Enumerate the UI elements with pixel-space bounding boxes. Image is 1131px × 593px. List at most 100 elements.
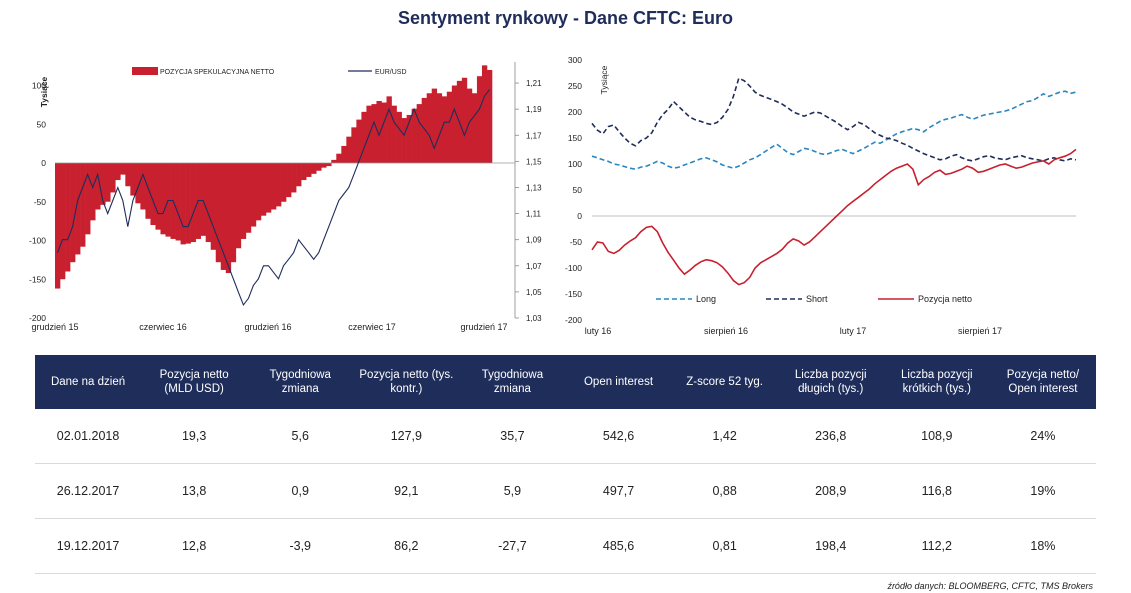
table-cell: 0,88 <box>671 463 778 519</box>
table-header-cell: Dane na dzień <box>35 355 142 409</box>
y2-tick-label: 1,13 <box>526 183 542 192</box>
table-header-cell: Pozycja netto (MLD USD) <box>141 355 248 409</box>
y2-tick-label: 1,07 <box>526 262 542 271</box>
bar <box>240 163 247 239</box>
bar <box>230 163 237 263</box>
table-cell: -27,7 <box>459 518 566 574</box>
bar <box>426 93 433 163</box>
bar <box>100 163 106 205</box>
y-tick-label: -50 <box>34 197 47 207</box>
table-cell: 112,2 <box>883 518 990 574</box>
bar <box>451 85 458 163</box>
table-cell: 0,9 <box>247 463 354 519</box>
y2-tick-label: 1,05 <box>526 288 542 297</box>
bar <box>431 88 438 163</box>
table-cell: 86,2 <box>353 518 460 574</box>
legend-label: Pozycja netto <box>918 294 972 304</box>
y-tick-label: 100 <box>568 159 582 169</box>
x-tick-label: czerwiec 16 <box>139 322 187 332</box>
bar <box>466 88 473 163</box>
legend-label: Short <box>806 294 828 304</box>
table-cell: 497,7 <box>565 463 672 519</box>
bar <box>361 111 367 163</box>
y-axis-label: Tysiące <box>39 76 49 107</box>
table-header-cell: Pozycja netto (tys. kontr.) <box>353 355 460 409</box>
x-tick-label: grudzień 17 <box>460 322 507 332</box>
table-header-cell: Open interest <box>565 355 672 409</box>
bar <box>436 93 443 163</box>
bar <box>250 163 257 227</box>
bar <box>391 105 397 163</box>
bar <box>145 163 151 219</box>
bar <box>90 163 96 221</box>
bar <box>155 163 161 230</box>
legend-label: Long <box>696 294 716 304</box>
bar <box>481 65 488 163</box>
bar <box>301 163 307 181</box>
x-tick-label: sierpień 17 <box>958 326 1002 336</box>
bar <box>185 163 191 244</box>
table-cell: 24% <box>989 409 1096 464</box>
bar <box>215 163 222 263</box>
bar <box>130 163 136 196</box>
bar <box>245 163 252 233</box>
bar <box>55 163 61 289</box>
y-tick-label: 200 <box>568 107 582 117</box>
bar <box>235 163 242 249</box>
y-axis-label: Tysiące <box>599 65 609 94</box>
chart-right: -200 -150 -100 -50 0 50 100 150 200 250 300 luty 16… <box>565 55 1077 336</box>
bar <box>125 163 131 187</box>
table-header-cell: Liczba pozycji długich (tys.) <box>777 355 884 409</box>
bar <box>406 114 412 163</box>
x-tick-label: sierpień 16 <box>704 326 748 336</box>
bar <box>316 163 322 171</box>
y-tick-label: -150 <box>29 274 46 284</box>
y2-tick-label: 1,09 <box>526 236 542 245</box>
bar <box>180 163 186 245</box>
bar <box>371 104 377 163</box>
bar <box>311 163 317 174</box>
x-tick-label: luty 17 <box>840 326 867 336</box>
y2-tick-label: 1,17 <box>526 131 542 140</box>
bar <box>75 163 81 255</box>
bar <box>270 163 277 210</box>
legend-swatch-bars <box>132 67 158 75</box>
x-tick-label: czerwiec 17 <box>348 322 396 332</box>
table-header-row: Dane na dzień Pozycja netto (MLD USD) Tygo… <box>35 355 1096 409</box>
table-cell: 127,9 <box>353 409 460 464</box>
table-cell: 12,8 <box>141 518 248 574</box>
bar <box>110 163 116 193</box>
bar <box>210 163 217 250</box>
y2-tick-label: 1,19 <box>526 105 542 114</box>
bar <box>105 163 111 202</box>
bar <box>255 163 262 221</box>
bar <box>175 163 181 241</box>
bar <box>321 163 327 168</box>
bar <box>471 93 478 163</box>
table-cell: 116,8 <box>883 463 990 519</box>
y-tick-label: -100 <box>29 236 46 246</box>
table-cell: 236,8 <box>777 409 884 464</box>
bar <box>396 111 402 163</box>
bar <box>441 96 448 163</box>
x-tick-label: luty 16 <box>585 326 612 336</box>
table-cell: 02.01.2018 <box>35 409 142 464</box>
bar <box>416 104 422 163</box>
bar <box>286 163 292 198</box>
table-cell: 5,6 <box>247 409 354 464</box>
bar <box>326 163 332 167</box>
bar <box>265 163 272 213</box>
y-tick-label: -200 <box>29 313 46 323</box>
table-body: 02.01.2018 19,3 5,6 127,9 35,7 542,6 1,42 236,8… <box>35 409 1096 574</box>
table-cell: 26.12.2017 <box>35 463 142 519</box>
y2-tick-label: 1,03 <box>526 314 542 323</box>
bar <box>140 163 146 210</box>
data-table: Dane na dzień Pozycja netto (MLD USD) Tygo… <box>35 355 1096 574</box>
legend-label: POZYCJA SPEKULACYJNA NETTO <box>160 69 275 76</box>
table-cell: 0,81 <box>671 518 778 574</box>
bar <box>65 163 71 272</box>
bar <box>296 163 302 187</box>
bar <box>346 136 352 163</box>
eurusd-line <box>56 89 490 307</box>
table-cell: 208,9 <box>777 463 884 519</box>
